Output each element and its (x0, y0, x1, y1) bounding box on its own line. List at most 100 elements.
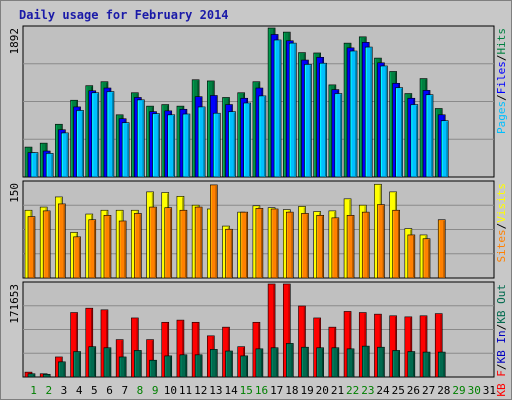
x-tick-label-day-19: 19 (300, 384, 313, 397)
bar-kb-out-day-22 (346, 348, 355, 378)
panel-3-max-label: 171653 (8, 284, 21, 324)
bar-kb-out-day-5 (88, 346, 97, 378)
bar-sites-day-1 (27, 216, 36, 279)
legend-item: KB F (495, 370, 508, 397)
x-tick-label-day-11: 11 (179, 384, 192, 397)
x-tick-label-day-8: 8 (137, 384, 144, 397)
bar-kb-out-day-11 (179, 354, 188, 378)
bar-pages-day-9 (152, 113, 160, 178)
legend-item: / (495, 223, 508, 230)
x-tick-label-day-1: 1 (30, 384, 37, 397)
bar-pages-day-6 (106, 91, 115, 178)
bar-kb-out-day-7 (118, 356, 127, 378)
legend-item: Pages (495, 101, 508, 134)
bar-kb-out-day-25 (392, 350, 400, 378)
x-tick-label-day-7: 7 (121, 384, 128, 397)
x-tick-label-day-14: 14 (224, 384, 238, 397)
bar-kb-out-day-12 (194, 354, 203, 378)
bar-pages-day-4 (76, 110, 84, 178)
bar-pages-day-27 (425, 94, 434, 178)
bar-pages-day-1 (30, 152, 39, 178)
bar-pages-day-10 (167, 114, 176, 178)
bar-kb-out-day-2 (42, 373, 51, 378)
bar-pages-day-18 (288, 42, 297, 178)
bar-sites-day-17 (270, 208, 279, 279)
panel-1-legend: Pages/Files/Hits (495, 28, 508, 134)
x-tick-label-day-24: 24 (376, 384, 390, 397)
bar-sites-day-3 (58, 203, 66, 279)
bar-sites-day-15 (240, 211, 249, 279)
legend-item: Files (495, 61, 508, 94)
panel-1-max-label: 1892 (8, 28, 21, 55)
x-tick-label-day-18: 18 (285, 384, 298, 397)
x-tick-label-day-9: 9 (152, 384, 159, 397)
legend-item: / (495, 324, 508, 331)
x-tick-label-day-10: 10 (164, 384, 177, 397)
bar-pages-day-13 (213, 112, 221, 178)
bar-kb-out-day-19 (301, 346, 309, 378)
bar-pages-day-7 (121, 122, 130, 178)
bar-sites-day-5 (88, 219, 97, 279)
bar-kb-out-day-28 (437, 351, 446, 378)
bar-kb-out-day-8 (134, 350, 142, 378)
bar-kb-out-day-24 (377, 346, 385, 378)
legend-item: / (495, 364, 508, 371)
bar-kb-out-day-13 (210, 349, 218, 378)
bar-pages-day-19 (304, 64, 312, 178)
bar-sites-day-23 (361, 211, 370, 279)
x-tick-label-day-22: 22 (346, 384, 359, 397)
bar-kb-out-day-6 (103, 347, 112, 378)
bar-kb-out-day-10 (164, 355, 173, 378)
x-tick-label-day-5: 5 (91, 384, 98, 397)
legend-item: Sites (495, 229, 508, 262)
bar-kb-out-day-20 (316, 347, 324, 378)
x-tick-label-day-13: 13 (209, 384, 222, 397)
bar-sites-day-8 (134, 213, 142, 279)
bar-sites-day-2 (42, 210, 51, 279)
bar-sites-day-18 (285, 211, 294, 279)
legend-item: / (495, 94, 508, 101)
bar-kb-out-day-16 (255, 348, 264, 378)
bar-pages-day-8 (137, 99, 145, 178)
x-tick-label-day-17: 17 (270, 384, 283, 397)
bar-sites-day-4 (73, 236, 81, 279)
bar-sites-day-26 (407, 234, 416, 279)
chart-title: Daily usage for February 2014 (19, 8, 229, 22)
bar-sites-day-10 (164, 207, 173, 279)
x-tick-label-day-25: 25 (392, 384, 405, 397)
bar-pages-day-5 (91, 92, 100, 178)
bar-sites-day-12 (194, 206, 203, 279)
x-tick-label-day-16: 16 (255, 384, 268, 397)
bar-kb-out-day-27 (422, 351, 431, 378)
x-tick-label-day-21: 21 (331, 384, 344, 397)
bar-sites-day-14 (225, 228, 233, 279)
legend-item: Hits (495, 28, 508, 55)
legend-item: Visits (495, 183, 508, 223)
bar-pages-day-17 (273, 39, 282, 178)
bar-pages-day-14 (228, 111, 236, 178)
bar-pages-day-23 (364, 46, 373, 178)
bar-pages-day-25 (395, 87, 403, 178)
x-tick-label-day-26: 26 (407, 384, 420, 397)
panel-2-max-label: 150 (8, 183, 21, 203)
bar-kb-out-day-1 (27, 373, 36, 378)
bar-sites-day-19 (301, 213, 309, 279)
bar-kb-out-day-14 (225, 350, 233, 378)
bar-pages-day-21 (334, 93, 343, 178)
bar-kb-out-day-17 (270, 347, 279, 378)
bar-pages-day-20 (319, 62, 327, 178)
x-tick-label-day-4: 4 (76, 384, 83, 397)
x-tick-label-day-6: 6 (106, 384, 113, 397)
bar-sites-day-13 (210, 184, 218, 279)
x-tick-label-day-28: 28 (437, 384, 450, 397)
bar-sites-day-21 (331, 217, 340, 279)
x-tick-label-day-27: 27 (422, 384, 435, 397)
panel-3-legend: KB F/KB In/KB Out (495, 284, 508, 397)
legend-item: KB Out (495, 284, 508, 324)
bar-kb-out-day-21 (331, 347, 340, 378)
bar-pages-day-28 (440, 120, 449, 178)
bar-sites-day-24 (377, 204, 385, 279)
bar-sites-day-11 (179, 209, 188, 279)
bar-kb-out-day-3 (58, 361, 66, 378)
